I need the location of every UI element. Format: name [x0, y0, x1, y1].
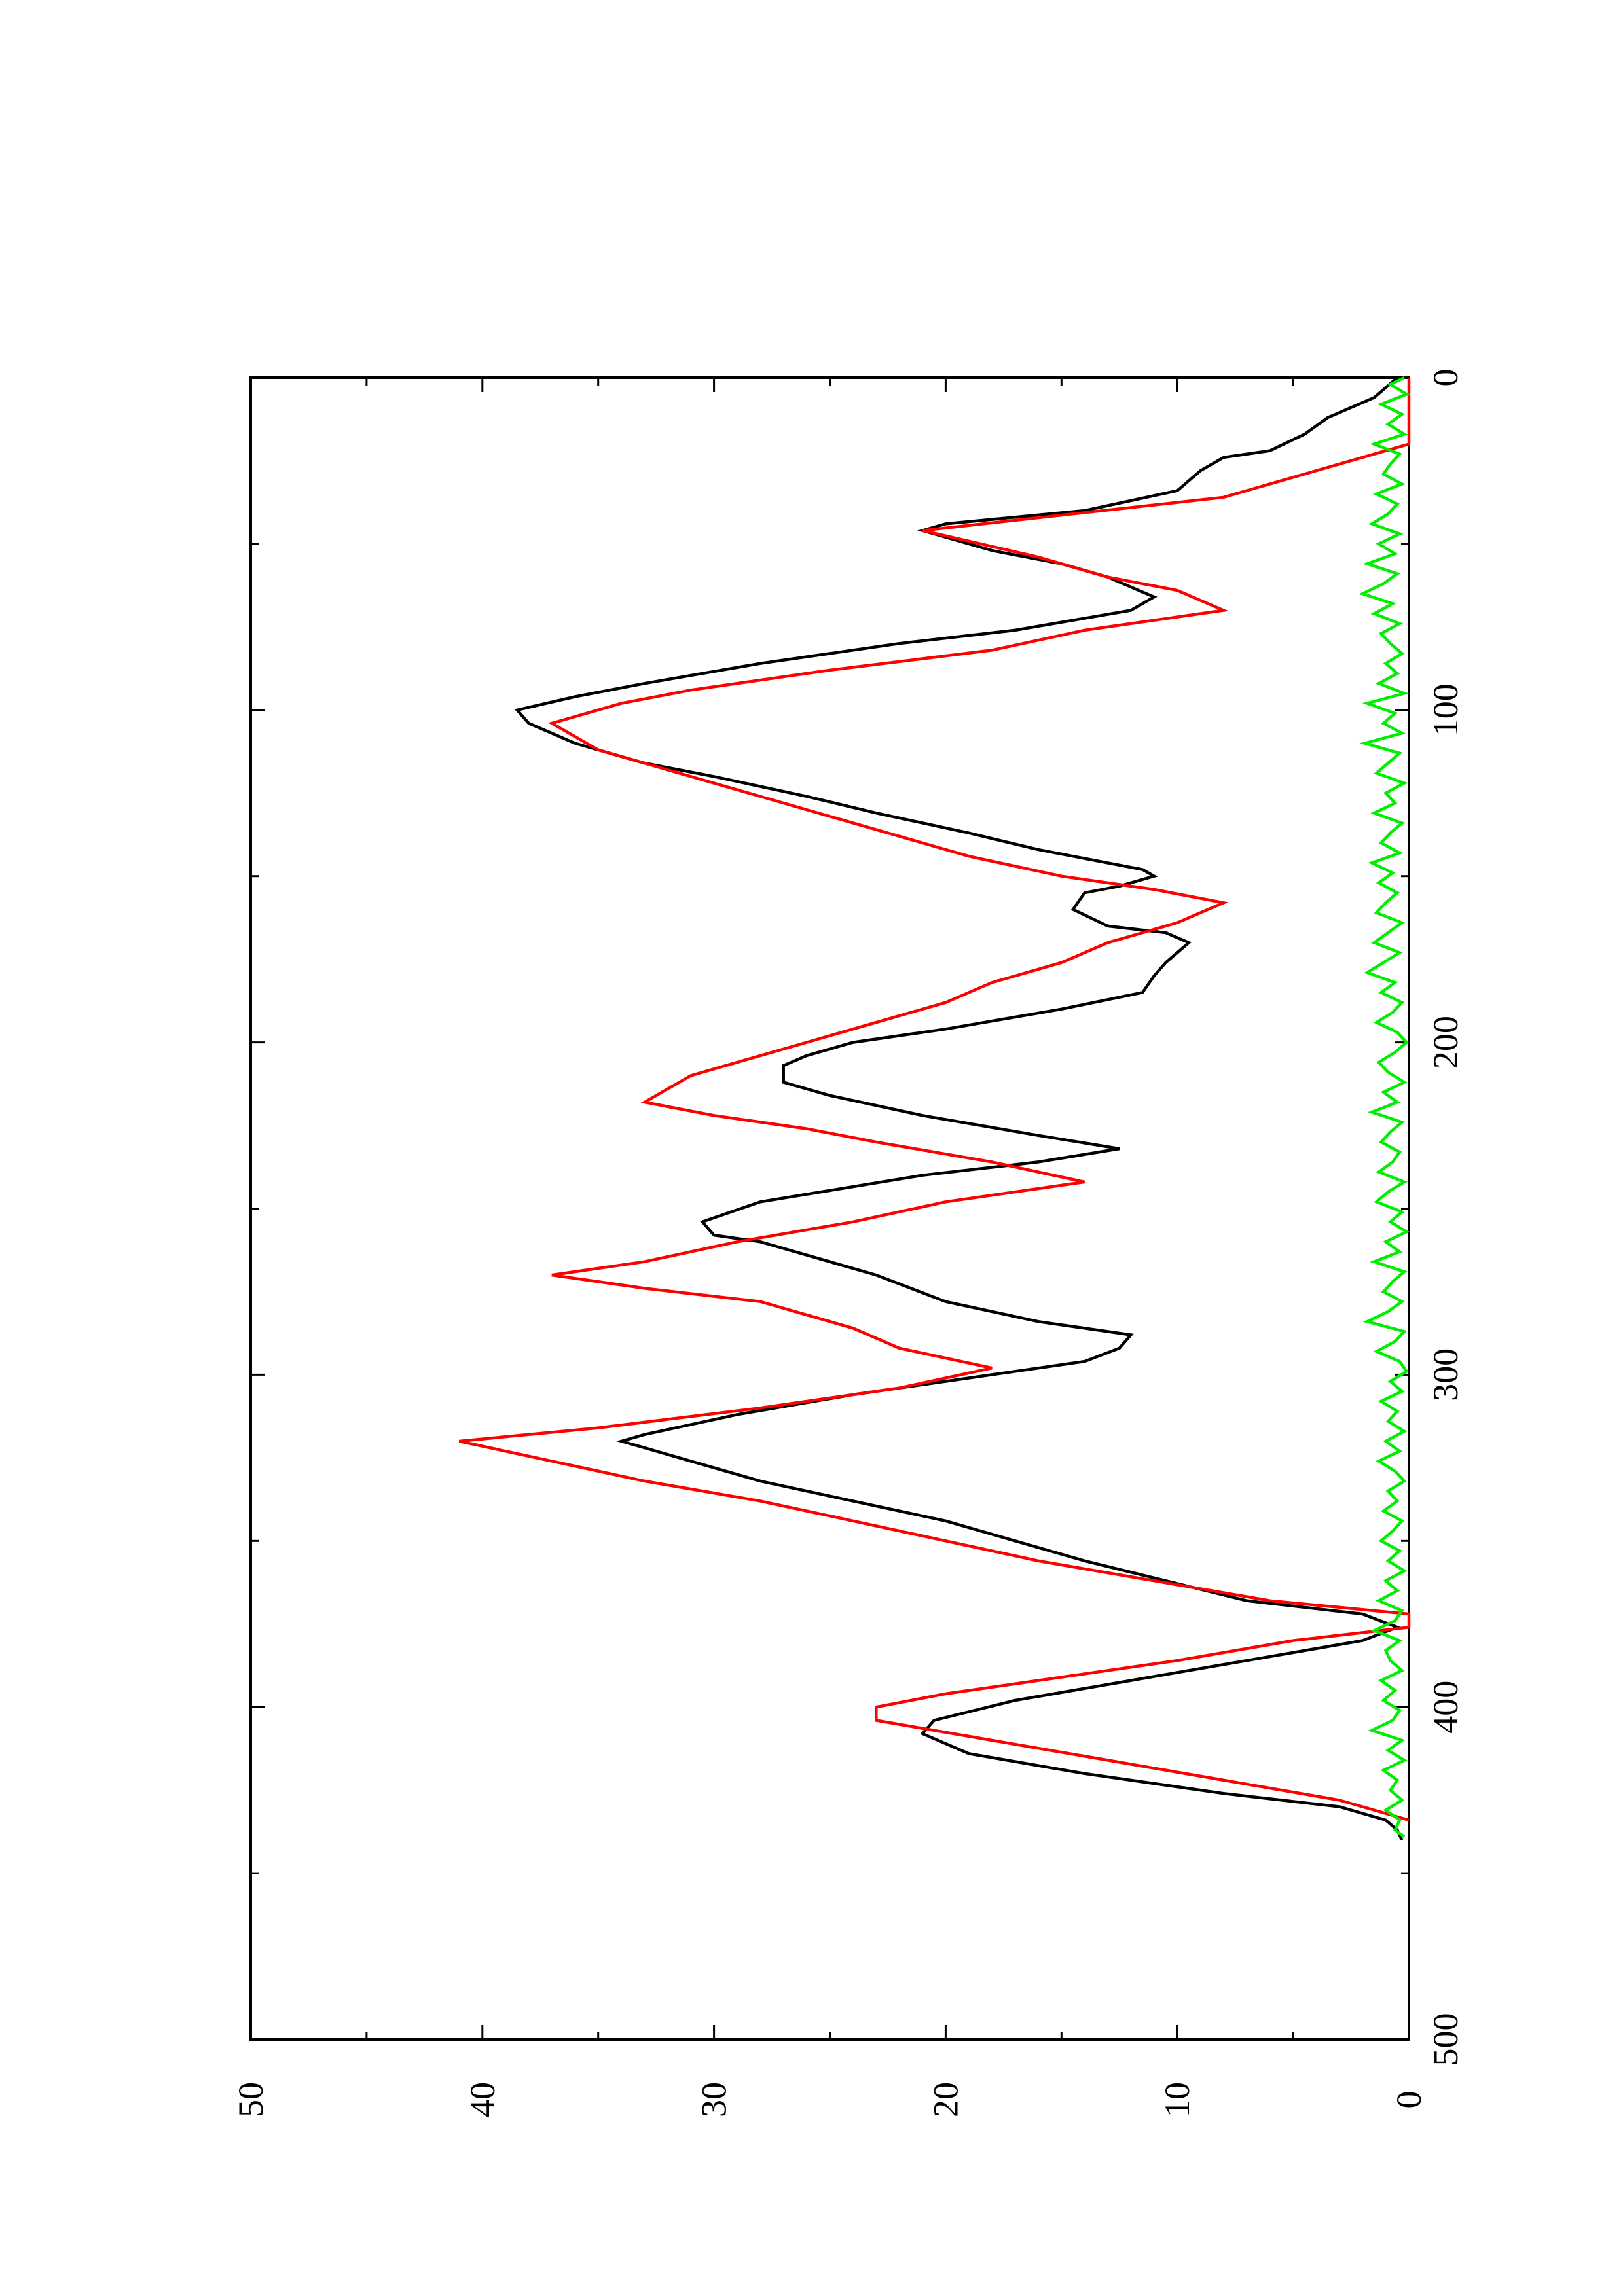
x-tick-label: 500 — [1426, 2013, 1465, 2066]
x-tick-label: 300 — [1426, 1348, 1465, 1401]
x-tick-label: 100 — [1426, 683, 1465, 736]
plot-frame — [249, 376, 1410, 2041]
series-group — [458, 376, 1411, 1841]
y-tick-label: 40 — [463, 2082, 502, 2117]
x-tick-label: 200 — [1426, 1016, 1465, 1069]
y-tick-label: 10 — [1158, 2082, 1197, 2117]
tick-labels: 0 100 200 300 400 500 0 10 20 30 40 50 — [231, 369, 1465, 2118]
series-line-1 — [514, 376, 1404, 1841]
series-line-3 — [1359, 376, 1410, 1839]
y-tick-label: 30 — [695, 2082, 734, 2117]
x-tick-label: 0 — [1426, 369, 1465, 387]
y-tick-label: 50 — [231, 2082, 270, 2117]
y-tick-label: 0 — [1389, 2091, 1429, 2109]
series-line-2 — [458, 378, 1411, 1822]
y-tick-label: 20 — [926, 2082, 965, 2117]
tick-marks — [249, 376, 1410, 2041]
x-tick-label: 400 — [1426, 1681, 1465, 1734]
